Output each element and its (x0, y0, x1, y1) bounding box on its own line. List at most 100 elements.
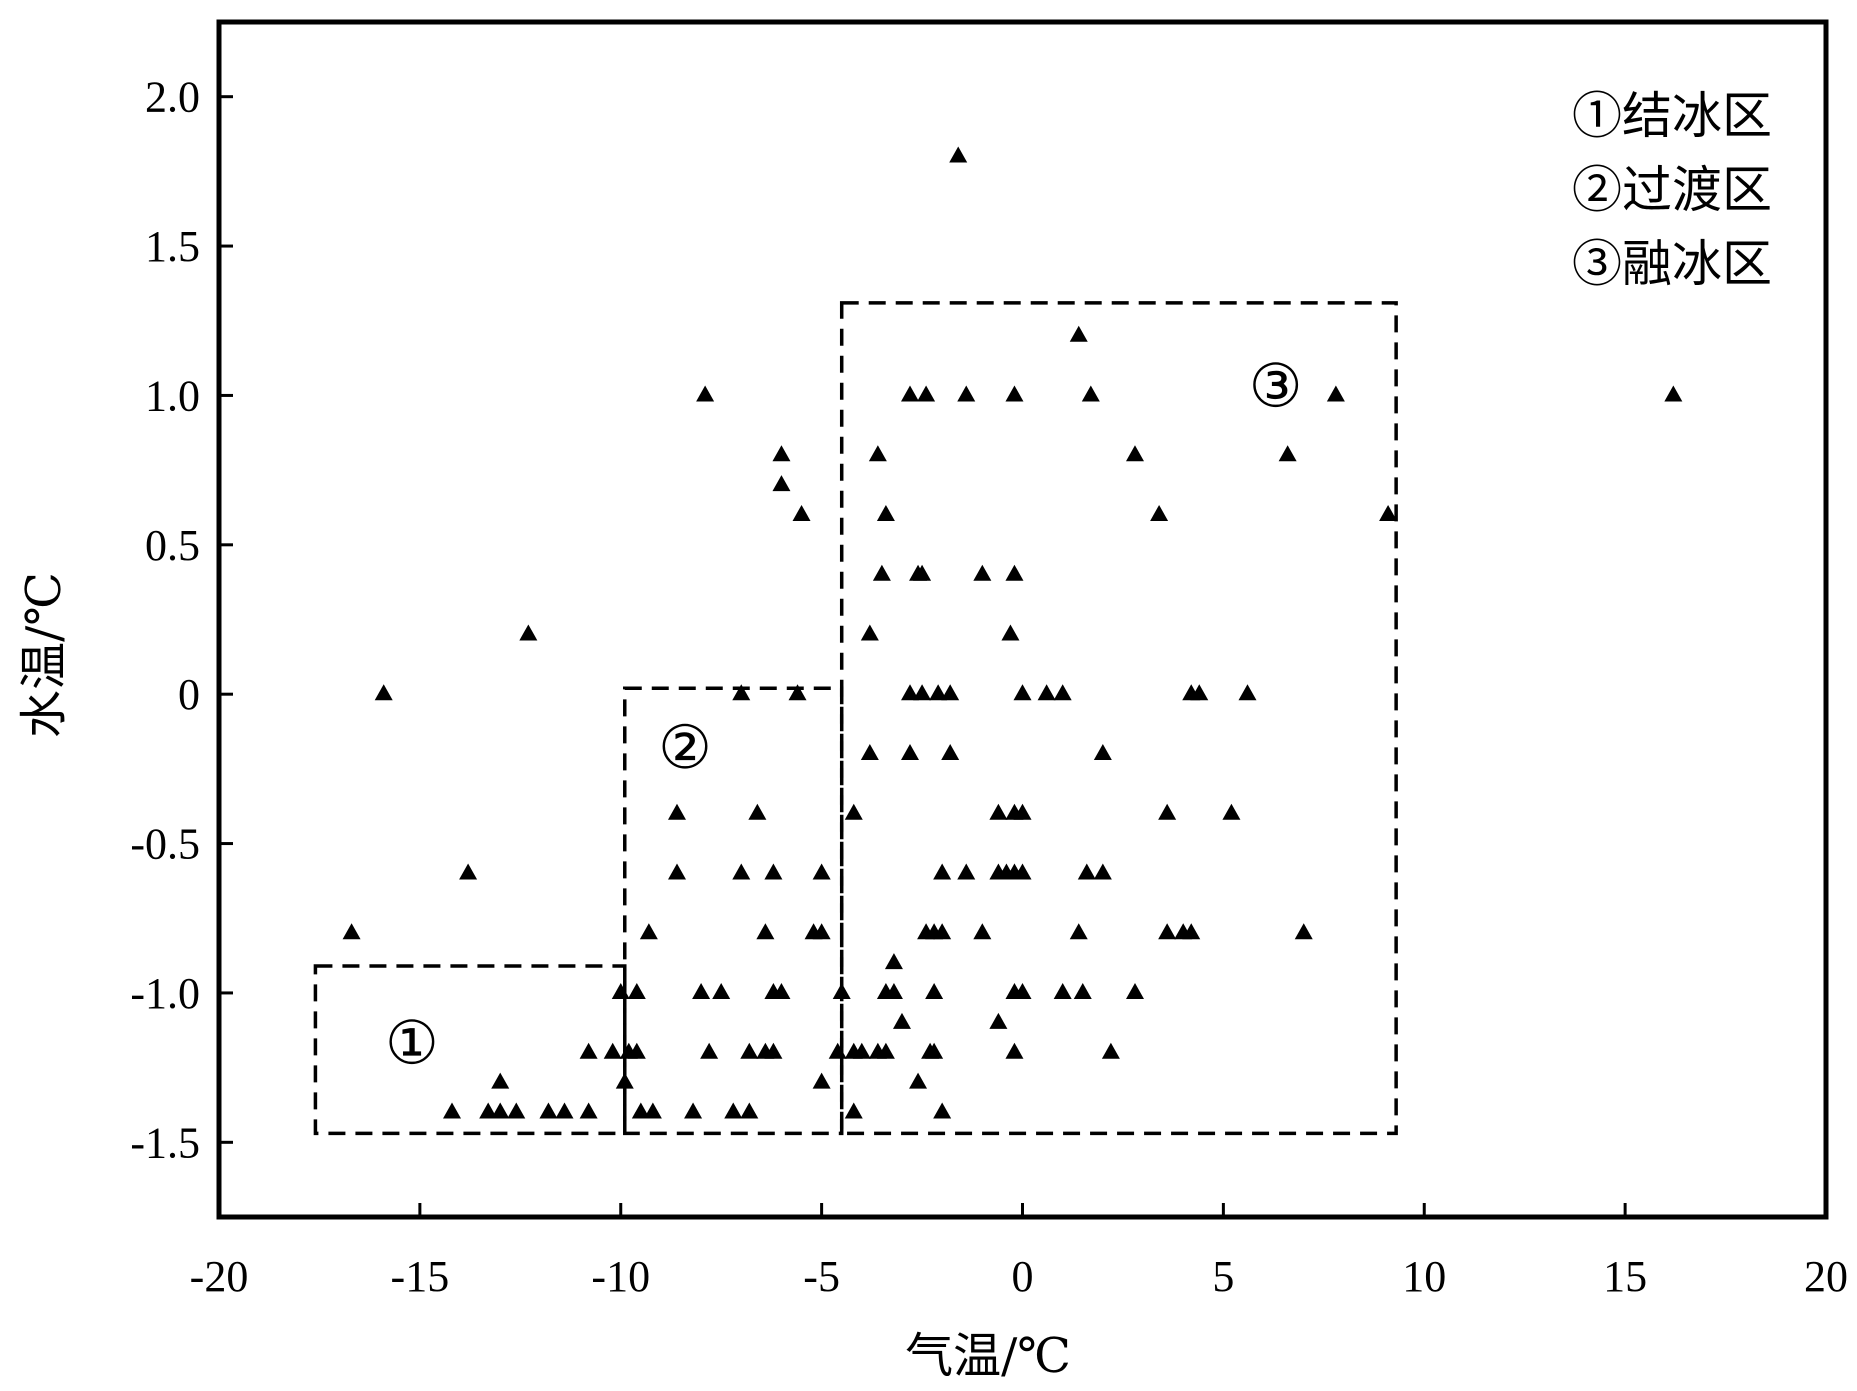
data-point-118 (443, 1102, 462, 1119)
data-point-102 (740, 1042, 759, 1059)
data-point-96 (989, 1012, 1008, 1029)
legend-item-melting: ③融冰区 (1572, 235, 1772, 293)
data-point-104 (764, 1042, 783, 1059)
data-point-57 (812, 863, 831, 880)
data-point-83 (712, 982, 731, 999)
y-tick-label: -1.0 (130, 969, 200, 1018)
data-point-113 (1101, 1042, 1120, 1059)
data-point-92 (1053, 982, 1072, 999)
data-point-26 (973, 564, 992, 581)
x-tick-label: -10 (591, 1252, 650, 1301)
data-point-101 (700, 1042, 719, 1059)
data-point-30 (732, 684, 751, 701)
data-point-8 (772, 475, 791, 492)
y-axis: 2.0 1.5 1.0 0.5 0 -0.5 -1.0 -1.5 (130, 73, 233, 1167)
y-tick-label: -0.5 (130, 820, 200, 869)
data-point-6 (696, 385, 715, 402)
data-point-122 (539, 1102, 558, 1119)
x-tick-label: 0 (1012, 1252, 1034, 1301)
data-point-100 (627, 1042, 646, 1059)
data-point-47 (748, 803, 767, 820)
region-label-3: ③ (1249, 351, 1303, 421)
data-point-112 (1005, 1042, 1024, 1059)
data-point-27 (1005, 564, 1024, 581)
data-point-117 (909, 1072, 928, 1089)
x-tick-label: 10 (1402, 1252, 1446, 1301)
data-point-64 (1077, 863, 1096, 880)
data-point-65 (1093, 863, 1112, 880)
data-point-78 (1294, 923, 1313, 940)
data-point-94 (1125, 982, 1144, 999)
data-point-42 (860, 743, 879, 760)
x-tick-label: 5 (1212, 1252, 1234, 1301)
data-point-81 (627, 982, 646, 999)
data-point-86 (832, 982, 851, 999)
data-point-7 (772, 445, 791, 462)
data-point-25 (913, 564, 932, 581)
data-point-107 (852, 1042, 871, 1059)
x-tick-label: -5 (803, 1252, 840, 1301)
region-label-2: ② (658, 713, 712, 783)
data-point-51 (1013, 803, 1032, 820)
data-point-34 (929, 684, 948, 701)
data-point-116 (812, 1072, 831, 1089)
data-point-73 (973, 923, 992, 940)
data-point-40 (1190, 684, 1209, 701)
data-point-45 (1093, 743, 1112, 760)
data-point-43 (901, 743, 920, 760)
data-point-72 (933, 923, 952, 940)
data-point-63 (1013, 863, 1032, 880)
data-point-79 (884, 953, 903, 970)
x-axis-title: 气温/℃ (905, 1328, 1071, 1384)
data-point-124 (579, 1102, 598, 1119)
data-point-11 (901, 385, 920, 402)
data-point-93 (1073, 982, 1092, 999)
data-point-75 (1158, 923, 1177, 940)
data-point-126 (643, 1102, 662, 1119)
data-point-55 (732, 863, 751, 880)
data-point-127 (684, 1102, 703, 1119)
data-point-69 (812, 923, 831, 940)
data-point-111 (925, 1042, 944, 1059)
data-point-18 (1125, 445, 1144, 462)
data-point-125 (631, 1102, 650, 1119)
region-box-3 (839, 301, 1398, 1136)
legend-item-transition: ②过渡区 (1572, 161, 1772, 219)
data-point-10 (1069, 325, 1088, 342)
data-point-46 (667, 803, 686, 820)
region-label-1: ① (385, 1009, 439, 1079)
y-axis-title: 水温/℃ (16, 572, 72, 738)
data-point-53 (1222, 803, 1241, 820)
data-point-19 (1278, 445, 1297, 462)
data-point-5 (342, 923, 361, 940)
data-point-22 (1379, 504, 1398, 521)
data-point-4 (459, 863, 478, 880)
data-point-23 (872, 564, 891, 581)
data-point-120 (491, 1102, 510, 1119)
data-point-1 (1664, 385, 1683, 402)
region-boxes: ① ② ③ (313, 301, 1398, 1136)
data-point-52 (1158, 803, 1177, 820)
data-point-114 (491, 1072, 510, 1089)
data-point-115 (615, 1072, 634, 1089)
x-axis: -20 -15 -10 -5 0 5 10 15 20 (190, 1203, 1848, 1301)
data-point-29 (1001, 624, 1020, 641)
data-point-21 (1150, 504, 1169, 521)
data-point-131 (933, 1102, 952, 1119)
data-point-109 (876, 1042, 895, 1059)
data-point-15 (1081, 385, 1100, 402)
data-point-89 (925, 982, 944, 999)
data-point-98 (603, 1042, 622, 1059)
data-point-37 (1037, 684, 1056, 701)
region-box-1 (313, 964, 627, 1136)
data-point-130 (844, 1102, 863, 1119)
data-point-121 (507, 1102, 526, 1119)
data-point-31 (788, 684, 807, 701)
x-tick-label: 15 (1603, 1252, 1647, 1301)
y-tick-label: -1.5 (130, 1118, 200, 1167)
data-point-56 (764, 863, 783, 880)
data-point-54 (667, 863, 686, 880)
data-point-80 (611, 982, 630, 999)
data-point-48 (844, 803, 863, 820)
